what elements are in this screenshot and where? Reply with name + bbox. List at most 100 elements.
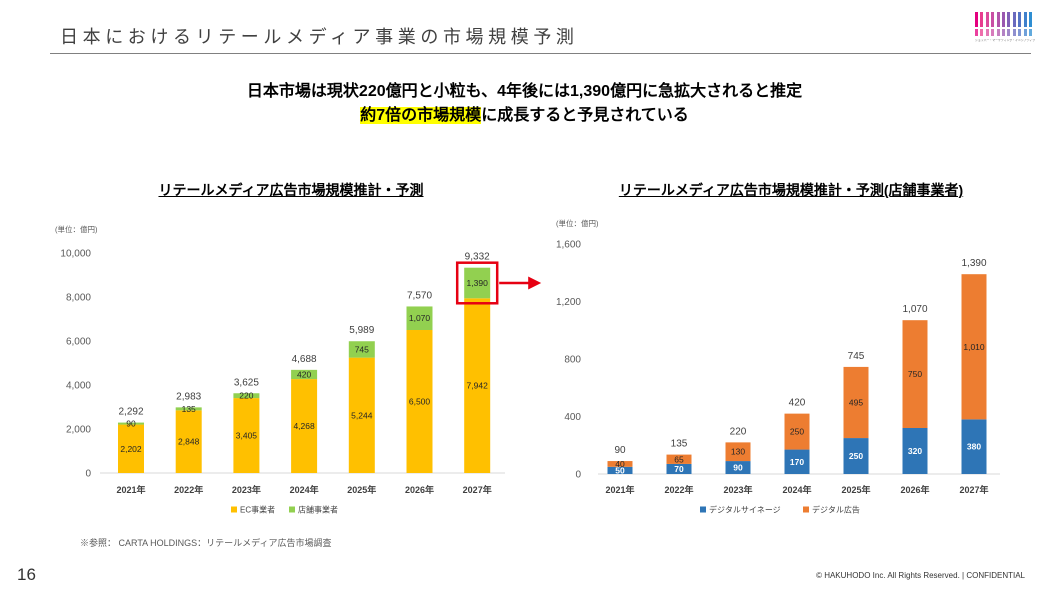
left-chart-segment-value-label-s0-c4: 5,244 (351, 410, 373, 420)
logo-stripe (996, 29, 1000, 36)
right-chart-unit-label: (単位：億円) (556, 218, 599, 228)
left-chart-y-tick-label-4: 8,000 (66, 293, 91, 304)
left-chart-segment-value-label-s1-c6: 1,390 (467, 278, 489, 288)
right-chart-y-tick-label-2: 800 (564, 355, 581, 366)
logo-stripe (985, 12, 989, 27)
logo-caption: ショッパー・マーケティング・イニシアティブ (975, 39, 1035, 45)
left-chart-bar-segment-s1-c5 (406, 306, 433, 330)
left-chart-bar-segment-s0-c5 (406, 330, 433, 473)
left-chart-category-label-c3: 2024年 (290, 484, 319, 495)
logo-text: ショッパー・マーケティング・イニシアティブ (975, 39, 1035, 42)
title-divider (50, 53, 1031, 54)
right-chart-legend-label-s1: デジタル広告 (812, 505, 860, 515)
headline-line-2: 約7倍の市場規模に成長すると予見されている (0, 106, 1049, 126)
right-chart-segment-value-label-s0-c4: 250 (849, 451, 863, 461)
logo-stripe (975, 29, 978, 36)
slide-title: 日本におけるリテールメディア事業の市場規模予測 (60, 27, 579, 47)
right-chart-segment-value-label-s1-c3: 250 (790, 427, 804, 437)
right-chart-segment-value-label-s1-c1: 65 (674, 454, 684, 464)
right-chart-segment-value-label-s1-c2: 130 (731, 447, 745, 457)
headline-highlight: 約7倍の市場規模 (360, 107, 482, 124)
left-chart-bar-segment-s1-c1 (175, 407, 202, 411)
right-chart-category-label-c5: 2026年 (900, 484, 929, 495)
right-chart-bar-segment-s0-c6 (961, 419, 987, 475)
left-chart-segment-value-label-s1-c3: 420 (297, 369, 311, 379)
right-chart-segment-value-label-s0-c1: 70 (674, 464, 684, 474)
left-chart-bar-segment-s0-c0 (118, 424, 144, 473)
left-chart-y-tick-label-0: 0 (85, 469, 91, 480)
headline-line-2-rest: に成長すると予見されている (481, 107, 689, 124)
left-chart-bar-segment-s0-c4 (348, 357, 375, 473)
left-chart-total-label-c0: 2,292 (118, 407, 143, 418)
left-chart-bar-segment-s1-c2 (233, 393, 260, 399)
right-chart-segment-value-label-s0-c0: 50 (615, 465, 625, 475)
left-chart-segment-value-label-s1-c0: 90 (126, 419, 136, 429)
right-chart-legend-swatch-s0 (700, 506, 706, 513)
left-chart-legend-swatch-s1 (289, 506, 295, 513)
left-chart-total-label-c4: 5,989 (349, 325, 374, 336)
logo-stripe (975, 12, 978, 27)
left-chart-segment-value-label-s0-c5: 6,500 (409, 397, 431, 407)
right-chart-bar-segment-s0-c5 (902, 428, 928, 474)
left-chart-category-label-c1: 2022年 (174, 484, 203, 495)
right-chart-bar-segment-s0-c0 (607, 466, 633, 474)
left-chart-bar-segment-s1-c4 (348, 341, 375, 358)
left-chart-segment-value-label-s1-c1: 135 (182, 404, 196, 414)
logo-stripe (991, 12, 995, 27)
right-chart-total-label-c2: 220 (730, 426, 747, 437)
logo-stripe (1018, 12, 1022, 27)
left-chart-total-label-c6: 9,332 (465, 252, 490, 263)
right-chart-segment-value-label-s0-c2: 90 (733, 463, 743, 473)
left-chart-segment-value-label-s0-c6: 7,942 (467, 381, 489, 391)
left-chart-bar-segment-s0-c2 (233, 398, 260, 473)
right-chart-total-label-c1: 135 (671, 439, 688, 450)
left-chart-legend-swatch-s0 (231, 506, 237, 513)
right-chart-total-label-c3: 420 (789, 398, 806, 409)
logo-stripe (991, 29, 995, 36)
left-chart-bar-segment-s0-c3 (291, 379, 318, 473)
left-chart-category-label-c0: 2021年 (116, 484, 145, 495)
right-chart-segment-value-label-s1-c4: 495 (849, 397, 863, 407)
right-chart-y-tick-label-4: 1,600 (556, 240, 581, 251)
right-chart-category-label-c1: 2022年 (664, 484, 693, 495)
right-chart-legend-label-s0: デジタルサイネージ (709, 505, 781, 515)
left-chart-category-label-c5: 2026年 (405, 484, 434, 495)
logo-stripes-top (975, 12, 1032, 27)
logo-stripe (980, 29, 984, 36)
right-chart-total-label-c0: 90 (614, 445, 626, 456)
right-chart-bar-segment-s1-c4 (843, 366, 869, 439)
right-chart-total-label-c4: 745 (848, 351, 865, 362)
right-chart-bar-segment-s1-c5 (902, 320, 928, 428)
logo-stripe (1012, 29, 1016, 36)
left-chart-bar-segment-s1-c6 (464, 267, 491, 299)
logo-stripe (1007, 12, 1011, 27)
right-chart-bar-segment-s1-c2 (725, 442, 751, 462)
left-chart-legend-label-s0: EC事業者 (240, 505, 275, 515)
right-chart-category-label-c2: 2023年 (723, 484, 752, 495)
left-chart-category-label-c6: 2027年 (463, 484, 492, 495)
left-chart-bar-segment-s1-c3 (291, 369, 318, 380)
logo-stripe (1023, 29, 1027, 36)
right-chart-y-tick-label-0: 0 (575, 470, 581, 481)
source-footnote: ※参照： CARTA HOLDINGS：リテールメディア広告市場調査 (80, 538, 332, 548)
left-chart-segment-value-label-s1-c5: 1,070 (409, 313, 431, 323)
right-chart-y-tick-label-1: 400 (564, 412, 581, 423)
right-chart-legend-swatch-s1 (803, 506, 809, 513)
left-chart-title: リテールメディア広告市場規模推計・予測 (158, 182, 424, 198)
left-chart-y-tick-label-5: 10,000 (60, 249, 91, 260)
right-chart-category-label-c3: 2024年 (782, 484, 811, 495)
logo-stripe (996, 12, 1000, 27)
left-chart-bar-segment-s0-c1 (175, 410, 202, 473)
left-chart-highlight-box (455, 261, 499, 305)
right-chart-bar-segment-s1-c1 (666, 454, 692, 464)
right-chart-bar-segment-s0-c1 (666, 463, 692, 474)
right-chart-total-label-c5: 1,070 (902, 304, 927, 315)
headline-line-1: 日本市場は現状220億円と小粒も、4年後には1,390億円に急拡大されると推定 (246, 83, 803, 100)
left-chart-y-tick-label-2: 4,000 (66, 381, 91, 392)
right-chart-bar-segment-s0-c2 (725, 461, 751, 474)
logo-stripe (1028, 29, 1032, 36)
left-chart-y-tick-label-1: 2,000 (66, 425, 91, 436)
left-chart-segment-value-label-s1-c4: 745 (355, 344, 369, 354)
right-chart-bar-segment-s0-c3 (784, 449, 810, 474)
